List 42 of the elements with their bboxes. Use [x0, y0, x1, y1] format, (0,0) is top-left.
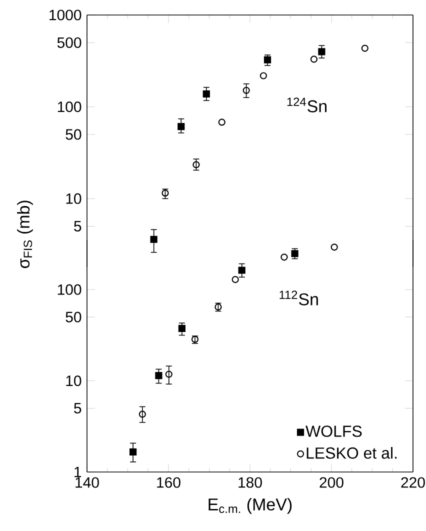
x-tick-label: 220: [401, 477, 425, 488]
x-tick-label: 200: [320, 477, 344, 488]
point: [260, 72, 267, 80]
point: [138, 410, 146, 418]
y-tick-label: 50: [66, 312, 82, 322]
annotation: $^{124}$Sn: [287, 98, 326, 112]
annotation: $^{112}$Sn: [280, 290, 318, 306]
point: [178, 324, 186, 332]
x-tick-label: 160: [157, 477, 180, 488]
point: [162, 190, 169, 197]
x-axis-title: E$_{c.m.}$ (MeV): [208, 498, 292, 514]
point: [155, 372, 162, 380]
y-tick-label: 5: [74, 403, 82, 414]
point: [264, 56, 272, 64]
point: [129, 448, 137, 456]
y-axis-title: σ$_{FIS}$ (mb): [17, 200, 33, 268]
point: [330, 244, 338, 251]
x-tick-label: 140: [76, 477, 99, 488]
y-tick-label: 100: [58, 102, 82, 112]
y-tick-label: 500: [57, 37, 82, 48]
y-tick-label: 50: [66, 129, 82, 140]
point: [202, 90, 210, 98]
point: [165, 370, 172, 378]
point: [280, 254, 288, 261]
y-tick-label: 5: [74, 221, 82, 232]
legend-label: WOLFS: [306, 426, 362, 437]
point: [218, 118, 226, 126]
point: [238, 266, 246, 274]
y-tick-label: 1: [74, 466, 82, 478]
legend-label: LESKO et al.: [306, 446, 397, 459]
point: [178, 122, 185, 130]
y-tick-label: 10: [66, 375, 82, 386]
y-tick-label: 100: [58, 284, 82, 295]
point: [361, 44, 368, 52]
point: [291, 250, 298, 258]
point: [150, 236, 158, 243]
y-tick-label: 10: [66, 193, 82, 204]
x-tick-label: 180: [238, 477, 262, 488]
point: [242, 86, 250, 94]
point: [192, 161, 200, 168]
y-tick-label: 1000: [50, 10, 82, 20]
point: [318, 48, 326, 56]
